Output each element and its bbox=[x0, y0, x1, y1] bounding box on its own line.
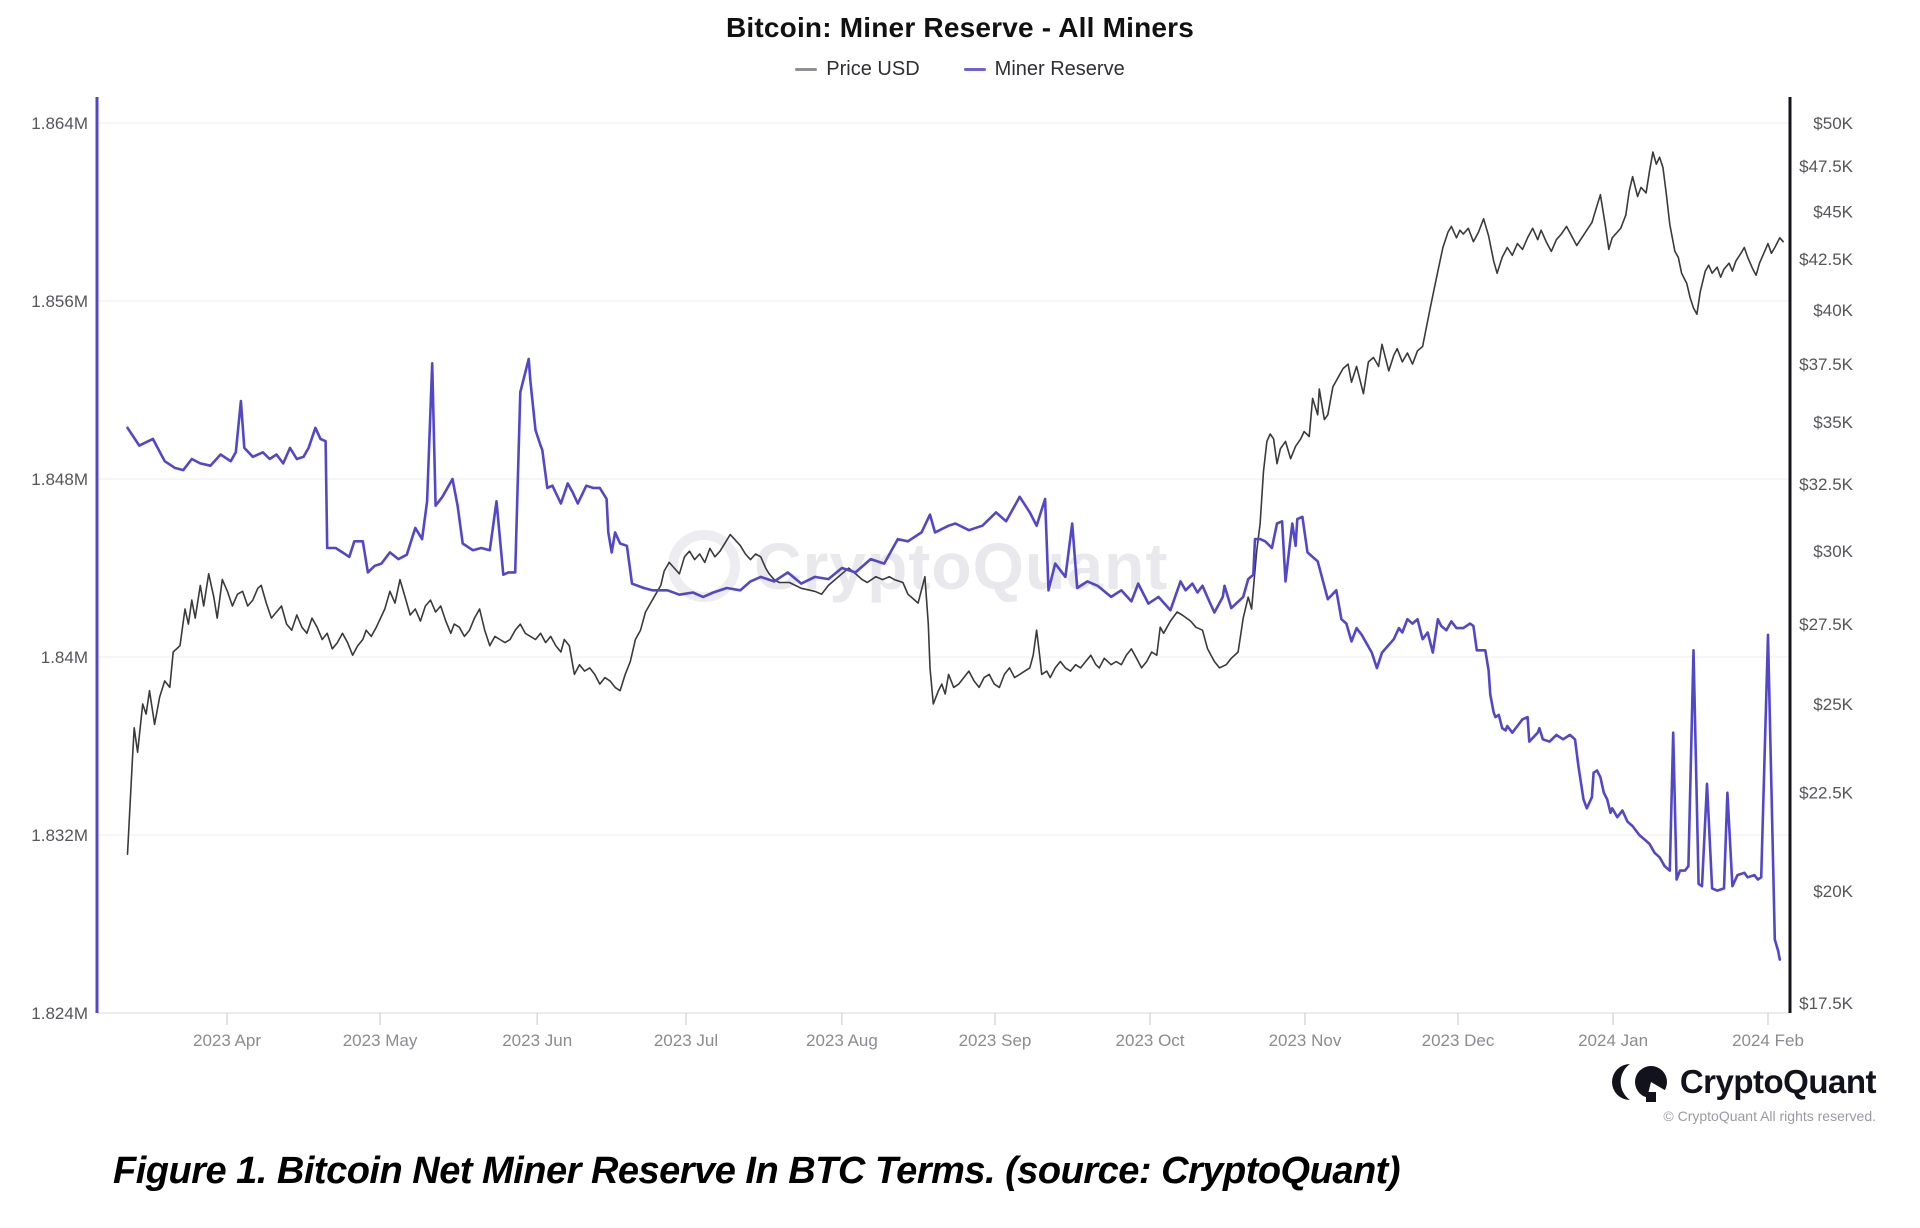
cryptoquant-logo-icon bbox=[1611, 1064, 1668, 1102]
right-axis-tick-label: $50K bbox=[1813, 114, 1853, 133]
x-axis-tick-label: 2023 Dec bbox=[1422, 1031, 1495, 1050]
right-axis-tick-label: $20K bbox=[1813, 882, 1853, 901]
x-axis-tick-label: 2023 Aug bbox=[806, 1031, 878, 1050]
left-axis-tick-label: 1.864M bbox=[31, 114, 88, 133]
left-axis-tick-label: 1.824M bbox=[31, 1004, 88, 1023]
x-axis-tick-label: 2023 Sep bbox=[959, 1031, 1032, 1050]
chart-title: Bitcoin: Miner Reserve - All Miners bbox=[725, 12, 1195, 43]
brand-copyright: © CryptoQuant All rights reserved. bbox=[1663, 1108, 1876, 1124]
legend-item-miner-reserve: Miner Reserve bbox=[963, 58, 1125, 81]
right-axis-tick-label: $17.5K bbox=[1799, 994, 1854, 1013]
brand-block: CryptoQuant © CryptoQuant All rights res… bbox=[1610, 1062, 1877, 1124]
x-axis-tick-label: 2023 Oct bbox=[1116, 1031, 1185, 1050]
x-axis-tick-label: 2023 Apr bbox=[193, 1031, 261, 1050]
right-axis-tick-label: $35K bbox=[1813, 413, 1853, 432]
right-axis-tick-label: $32.5K bbox=[1799, 475, 1854, 494]
right-axis-tick-label: $42.5K bbox=[1799, 250, 1854, 269]
miner-reserve-line-swatch-icon bbox=[963, 68, 986, 71]
legend: Price USD Miner Reserve bbox=[0, 58, 1920, 81]
legend-label: Miner Reserve bbox=[994, 58, 1125, 80]
left-axis-tick-label: 1.832M bbox=[31, 826, 88, 845]
legend-label: Price USD bbox=[826, 58, 920, 80]
left-axis-tick-label: 1.84M bbox=[41, 648, 88, 667]
right-axis-tick-label: $45K bbox=[1813, 202, 1853, 221]
right-axis-tick-label: $22.5K bbox=[1799, 783, 1854, 802]
x-axis-tick-label: 2024 Jan bbox=[1578, 1031, 1648, 1050]
right-axis-tick-label: $25K bbox=[1813, 695, 1853, 714]
x-axis-tick-label: 2023 Jun bbox=[502, 1031, 572, 1050]
series-line-miner-reserve bbox=[126, 357, 1782, 961]
x-axis-tick-label: 2023 May bbox=[343, 1031, 418, 1050]
x-axis-tick-label: 2023 Nov bbox=[1269, 1031, 1342, 1050]
x-axis-tick-label: 2024 Feb bbox=[1732, 1031, 1804, 1050]
left-axis-tick-label: 1.856M bbox=[31, 292, 88, 311]
right-axis-tick-label: $40K bbox=[1813, 301, 1853, 320]
series-line-price-usd bbox=[126, 151, 1784, 855]
right-axis-tick-label: $37.5K bbox=[1799, 355, 1854, 374]
right-axis-tick-label: $27.5K bbox=[1799, 615, 1854, 634]
brand-name: CryptoQuant bbox=[1679, 1063, 1877, 1100]
right-axis-tick-label: $30K bbox=[1813, 542, 1853, 561]
x-axis-tick-label: 2023 Jul bbox=[654, 1031, 718, 1050]
figure-caption: Figure 1. Bitcoin Net Miner Reserve In B… bbox=[113, 1150, 1401, 1192]
legend-item-price-usd: Price USD bbox=[795, 58, 920, 81]
price-usd-line-swatch-icon bbox=[795, 68, 818, 71]
right-axis-tick-label: $47.5K bbox=[1799, 157, 1854, 176]
left-axis-tick-label: 1.848M bbox=[31, 470, 88, 489]
